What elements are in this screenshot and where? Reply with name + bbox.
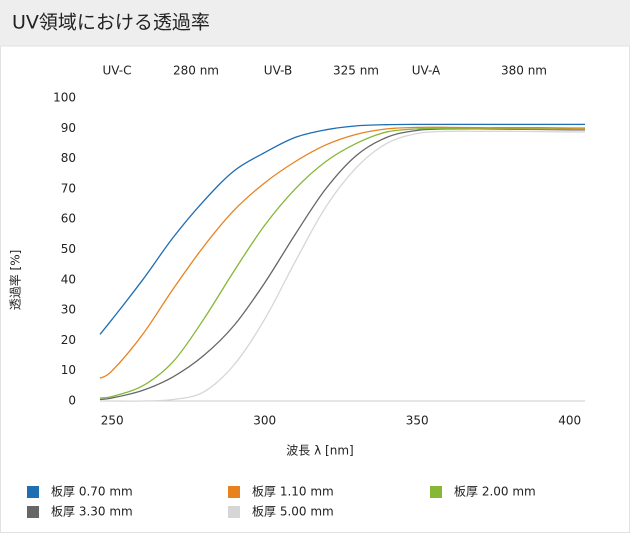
y-axis-label: 透過率 [%] [8, 250, 23, 311]
annotation: 280 nm [173, 64, 219, 78]
legend-label: 板厚 1.10 mm [252, 485, 334, 499]
y-tick-label: 60 [61, 212, 76, 226]
legend-swatch [27, 486, 39, 498]
legend-label: 板厚 2.00 mm [454, 485, 536, 499]
x-tick-label: 300 [253, 414, 276, 428]
legend-swatch [228, 486, 240, 498]
y-tick-label: 10 [61, 363, 76, 377]
y-tick-label: 20 [61, 333, 76, 347]
annotation: UV-A [412, 64, 441, 78]
y-tick-label: 30 [61, 303, 76, 317]
y-tick-label: 0 [68, 394, 76, 408]
legend-label: 板厚 0.70 mm [51, 485, 133, 499]
y-tick-label: 100 [53, 91, 76, 105]
legend-label: 板厚 3.30 mm [51, 505, 133, 519]
annotation: 325 nm [333, 64, 379, 78]
x-axis-label: 波長 λ [nm] [286, 444, 353, 458]
legend-label: 板厚 5.00 mm [252, 505, 334, 519]
series-line [100, 130, 586, 402]
legend-swatch [228, 506, 240, 518]
y-tick-label: 50 [61, 242, 76, 256]
series-line [99, 127, 586, 399]
y-tick-label: 90 [61, 121, 76, 135]
x-tick-label: 350 [406, 414, 429, 428]
annotation: UV-B [264, 64, 292, 78]
legend-swatch [27, 506, 39, 518]
panel-border [0, 45, 630, 533]
legend-swatch [430, 486, 442, 498]
x-tick-label: 250 [101, 414, 124, 428]
series-line [99, 128, 586, 401]
series-line [99, 123, 585, 335]
series-line [99, 126, 586, 379]
y-tick-label: 70 [61, 181, 76, 195]
y-tick-label: 80 [61, 151, 76, 165]
annotation: UV-C [103, 64, 132, 78]
chart-title: UV領域における透過率 [12, 12, 210, 34]
y-tick-label: 40 [61, 272, 76, 286]
header [0, 0, 630, 46]
x-tick-label: 400 [558, 414, 581, 428]
annotation: 380 nm [501, 64, 547, 78]
